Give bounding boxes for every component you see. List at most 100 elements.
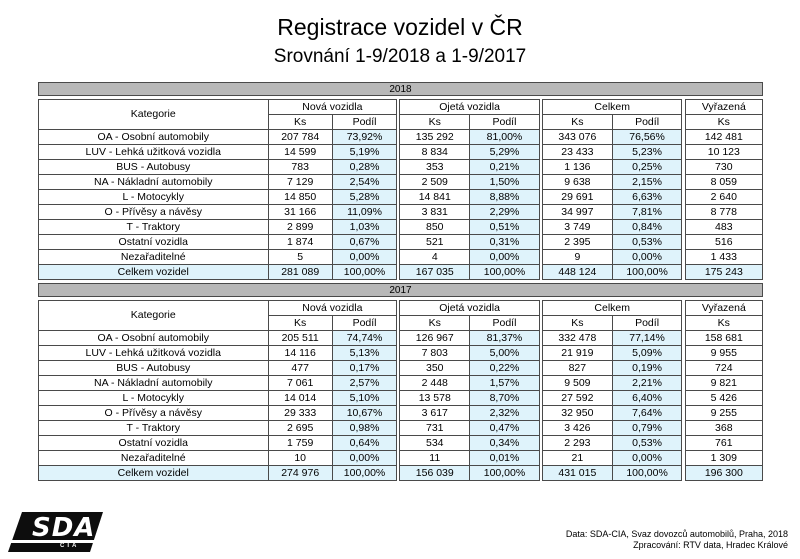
logo-text: SDA [32,513,96,543]
table-row: LUV - Lehká užitková vozidla 14 599 5,19% 8… [38,144,764,160]
category-cell: L - Motocykly [38,390,269,406]
total-share-cell: 0,79% [611,420,683,436]
total-ks-cell: 3 749 [542,219,613,235]
new-ks-cell: 31 166 [267,204,333,220]
total-ks-cell: 332 478 [542,330,613,346]
category-cell: Nezařaditelné [38,450,269,466]
scrapped-ks-cell: 1 309 [684,450,764,466]
year-label: 2018 [38,82,763,96]
total-share-header: Podíl [611,315,683,331]
new-ks-header: Ks [267,315,333,331]
category-cell: L - Motocykly [38,189,269,205]
table-row: OA - Osobní automobily 207 784 73,92% 135 2… [38,129,764,145]
used-ks-cell: 731 [399,420,471,436]
used-share-cell: 8,88% [469,189,540,205]
total-ks-cell: 343 076 [542,129,613,145]
table-row: Ostatní vozidla 1 759 0,64% 534 0,34% 2 293 0,… [38,435,764,451]
table-row: O - Přívěsy a návěsy 31 166 11,09% 3 831 2,2… [38,204,764,220]
category-cell: OA - Osobní automobily [38,330,269,346]
used-share-cell: 2,29% [469,204,540,220]
scrapped-ks-cell: 8 059 [684,174,764,190]
total-ks-cell: 9 638 [542,174,613,190]
category-cell: OA - Osobní automobily [38,129,269,145]
total-ks-cell: 29 691 [542,189,613,205]
total-header: Celkem [542,300,683,316]
total-ks-cell: 827 [542,360,613,376]
used-ks-cell: 135 292 [399,129,471,145]
used-ks-cell: 3 617 [399,405,471,421]
scrapped-ks-cell: 10 123 [684,144,764,160]
scrapped-ks-cell: 730 [684,159,764,175]
new-share-cell: 0,00% [331,249,398,265]
total-share-cell: 2,15% [611,174,683,190]
table-row: Ostatní vozidla 1 874 0,67% 521 0,31% 2 395 0,… [38,234,764,250]
sub-header-row: Ks Podíl Ks Podíl Ks Podíl Ks [39,114,764,130]
used-ks-cell: 4 [399,249,471,265]
used-share-cell: 5,29% [469,144,540,160]
category-cell: LUV - Lehká užitková vozidla [38,144,269,160]
new-ks-cell: 207 784 [267,129,333,145]
new-share-cell: 0,67% [331,234,398,250]
total-ks-cell: 32 950 [542,405,613,421]
year-row: 2017 [38,283,763,297]
total-share-cell: 5,23% [611,144,683,160]
table-row: NA - Nákladní automobily 7 061 2,57% 2 448 1… [38,375,764,391]
used-share-cell: 0,22% [469,360,540,376]
table-body-2018: 2018 Kategorie Nová vozidla Ojetá vozidla Ce… [38,82,764,280]
new-ks-cell: 10 [267,450,333,466]
scrapped-ks-cell: 483 [684,219,764,235]
total-ks-cell: 27 592 [542,390,613,406]
logo-subtext: CIA [60,543,80,549]
total-ks-cell: 23 433 [542,144,613,160]
used-ks-header: Ks [399,114,471,130]
category-cell: T - Traktory [38,219,269,235]
scrapped-ks-cell: 2 640 [684,189,764,205]
new-share-cell: 5,10% [331,390,398,406]
new-share-cell: 5,13% [331,345,398,361]
table-row: L - Motocykly 14 850 5,28% 14 841 8,88% 29 69… [38,189,764,205]
year-label: 2017 [38,283,763,297]
total-share-cell: 77,14% [611,330,683,346]
total-ks-cell: 3 426 [542,420,613,436]
total-share-cell: 76,56% [611,129,683,145]
logo-background [8,512,103,552]
table-2017: 2017 Kategorie Nová vozidla Ojetá vozidla Ce… [38,283,764,481]
scrapped-ks-cell: 9 821 [684,375,764,391]
used-share-header: Podíl [469,315,540,331]
scrapped-ks-cell: 158 681 [684,330,764,346]
total-ks-cell: 2 293 [542,435,613,451]
used-ks-cell: 7 803 [399,345,471,361]
new-vehicles-header: Nová vozidla [267,300,398,316]
used-share-cell: 8,70% [469,390,540,406]
group-header-row: Kategorie Nová vozidla Ojetá vozidla Celkem… [38,300,764,331]
new-share-cell: 0,17% [331,360,398,376]
total-share-cell: 0,84% [611,219,683,235]
new-ks-cell: 14 850 [267,189,333,205]
category-cell: BUS - Autobusy [38,159,269,175]
scrapped-ks-header: Ks [684,114,764,130]
total-header: Celkem [542,99,683,115]
scrapped-ks-cell: 368 [684,420,764,436]
table-row: LUV - Lehká užitková vozidla 14 116 5,13% 7… [38,345,764,361]
new-share-cell: 11,09% [331,204,398,220]
new-ks-cell: 14 014 [267,390,333,406]
category-cell: O - Přívěsy a návěsy [38,204,269,220]
table-2018: 2018 Kategorie Nová vozidla Ojetá vozidla Ce… [38,82,764,280]
used-ks-cell: 11 [399,450,471,466]
sda-cia-logo: SDA CIA [8,512,103,552]
total-share-cell: 0,00% [611,450,683,466]
spacer-cell [38,296,763,301]
spacer-cell [38,95,763,100]
total-share-cell: 0,25% [611,159,683,175]
new-share-cell: 0,28% [331,159,398,175]
new-ks-cell: 7 129 [267,174,333,190]
total-ks-cell: 9 509 [542,375,613,391]
total-ks-cell: 9 [542,249,613,265]
new-share-cell: 5,19% [331,144,398,160]
new-share-header: Podíl [331,315,398,331]
new-ks-cell: 783 [267,159,333,175]
used-ks-cell: 350 [399,360,471,376]
table-row: Nezařaditelné 10 0,00% 11 0,01% 21 0,00% 1 309 [38,450,764,466]
new-vehicles-header: Nová vozidla [267,99,398,115]
category-header: Kategorie [38,300,269,331]
